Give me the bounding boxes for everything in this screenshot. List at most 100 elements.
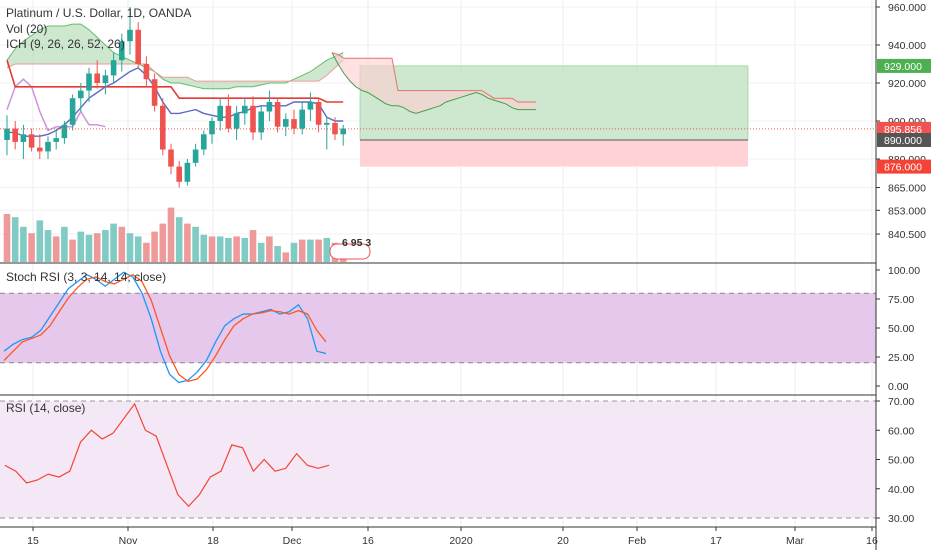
volume-bar: [134, 236, 142, 262]
price-tag-label: 929.000: [884, 61, 922, 73]
rsi-pane[interactable]: [0, 400, 876, 519]
time-tick-label: 20: [557, 535, 569, 547]
candle-body[interactable]: [315, 102, 322, 125]
time-tick-label: Dec: [283, 535, 302, 547]
stoch-band: [0, 293, 876, 363]
volume-bar: [257, 242, 265, 262]
ichimoku-span-a: [6, 23, 344, 90]
volume-bar: [225, 238, 232, 262]
candle-body[interactable]: [192, 149, 199, 163]
candle-body[interactable]: [266, 102, 273, 112]
candle-body[interactable]: [332, 122, 338, 135]
volume-bar: [200, 234, 208, 262]
candle-body[interactable]: [135, 29, 141, 64]
candle-body[interactable]: [250, 105, 256, 133]
volume-bar: [241, 238, 249, 262]
time-tick-label: 16: [866, 535, 878, 547]
candle-body[interactable]: [78, 90, 84, 99]
volume-bar: [233, 236, 240, 262]
candle-body[interactable]: [86, 73, 92, 91]
candle-body[interactable]: [184, 162, 191, 182]
candle-body[interactable]: [209, 121, 215, 135]
candle-body[interactable]: [45, 141, 51, 152]
volume-bar: [3, 214, 11, 262]
rsi-legend: RSI (14, close): [6, 401, 85, 415]
candle-body[interactable]: [94, 73, 100, 84]
price-pane[interactable]: 6 95 3: [0, 7, 876, 262]
candle-body[interactable]: [127, 29, 133, 42]
candle-body[interactable]: [151, 79, 158, 106]
price-tag-label: 876.000: [884, 162, 922, 174]
rsi-tick-label: 60.00: [888, 425, 914, 437]
time-tick-label: 18: [207, 535, 219, 547]
candle-body[interactable]: [242, 105, 248, 114]
volume-bar: [44, 230, 52, 262]
ichimoku-span-b: [6, 59, 344, 82]
time-tick-label: Mar: [786, 535, 805, 547]
stoch-rsi-pane[interactable]: [0, 271, 876, 384]
candle-body[interactable]: [340, 128, 346, 135]
candle-body[interactable]: [143, 64, 150, 80]
loss-zone[interactable]: [360, 140, 748, 167]
future-span-b: [331, 52, 536, 103]
event-badge[interactable]: [329, 243, 371, 260]
candle-body[interactable]: [299, 109, 305, 129]
candle-body[interactable]: [176, 166, 182, 182]
time-tick-label: 15: [27, 535, 39, 547]
volume-bar: [126, 233, 134, 262]
candle-body[interactable]: [20, 134, 27, 142]
candle-body[interactable]: [69, 98, 76, 125]
candle-body[interactable]: [168, 149, 174, 167]
volume-bar: [175, 217, 183, 262]
candle-body[interactable]: [258, 111, 264, 133]
candle-body[interactable]: [274, 102, 281, 127]
volume-bar: [159, 223, 167, 262]
volume-bar: [323, 238, 331, 262]
candle-body[interactable]: [12, 128, 18, 142]
time-tick-label: 16: [362, 535, 374, 547]
candle-body[interactable]: [291, 119, 297, 129]
volume-bar: [298, 239, 306, 262]
stoch-tick-label: 25.00: [888, 352, 914, 364]
volume-bar: [167, 207, 175, 262]
candle-body[interactable]: [119, 41, 125, 61]
volume-bar: [216, 236, 224, 262]
volume-bar: [315, 239, 322, 262]
price-tick-label: 960.000: [888, 2, 926, 14]
price-tag: [877, 58, 931, 73]
volume-bar: [11, 217, 19, 262]
time-tick-label: Feb: [628, 535, 646, 547]
candle-body[interactable]: [28, 134, 35, 148]
candle-body[interactable]: [233, 113, 240, 129]
candle-body[interactable]: [201, 134, 207, 150]
volume-bar: [61, 226, 68, 262]
rsi-band: [0, 401, 876, 518]
candle-body[interactable]: [307, 102, 314, 110]
volume-bar: [274, 246, 281, 262]
candle-body[interactable]: [225, 105, 232, 129]
candle-body[interactable]: [324, 122, 330, 125]
candle-body[interactable]: [102, 75, 109, 83]
rsi-tick-label: 30.00: [888, 513, 914, 525]
time-tick-label: Nov: [119, 535, 138, 547]
candle-body[interactable]: [61, 124, 68, 139]
candle-body[interactable]: [37, 147, 43, 152]
volume-bar: [102, 230, 109, 262]
volume-bar: [249, 230, 257, 262]
candle-body[interactable]: [53, 138, 59, 142]
price-tick-label: 840.500: [888, 229, 926, 241]
volume-bar: [143, 242, 150, 262]
price-tick-label: 920.000: [888, 78, 926, 90]
candle-body[interactable]: [217, 105, 223, 121]
ichimoku-cloud: [7, 24, 344, 89]
time-tick-label: 2020: [449, 535, 473, 547]
candle-body[interactable]: [160, 105, 166, 150]
price-tag: [877, 121, 931, 136]
candle-body[interactable]: [110, 60, 117, 76]
rsi-tick-label: 50.00: [888, 455, 914, 467]
candle-body[interactable]: [283, 119, 289, 127]
candle-body[interactable]: [4, 128, 10, 140]
volume-legend: Vol (20): [6, 22, 47, 36]
